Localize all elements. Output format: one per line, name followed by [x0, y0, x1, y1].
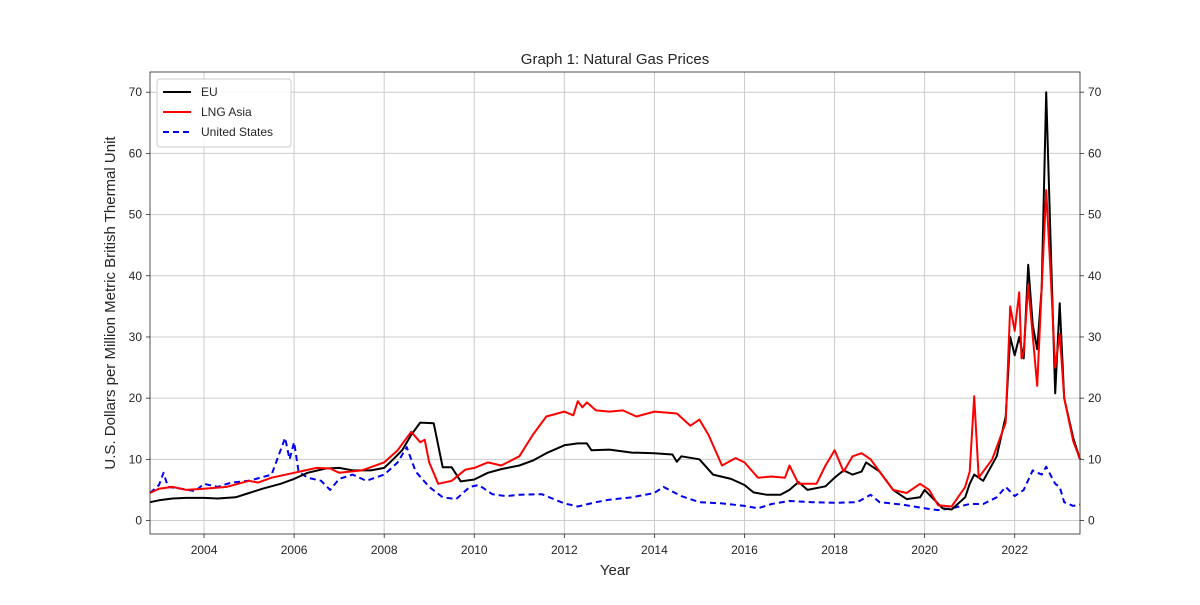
y-tick-label-left: 30 [129, 330, 143, 344]
y-tick-label-right: 10 [1088, 452, 1102, 466]
x-tick-label: 2022 [1001, 543, 1028, 557]
legend-label: LNG Asia [201, 105, 252, 119]
series-layer [149, 91, 1081, 512]
y-tick-label-right: 40 [1088, 269, 1102, 283]
y-tick-label-left: 40 [129, 269, 143, 283]
grid-layer [150, 72, 1080, 534]
series-line-lng-asia [149, 189, 1081, 508]
y-tick-label-left: 70 [129, 85, 143, 99]
plot-area-frame [149, 71, 1081, 535]
y-tick-label-right: 60 [1088, 146, 1102, 160]
y-tick-label-right: 20 [1088, 391, 1102, 405]
y-tick-label-left: 50 [129, 208, 143, 222]
y-tick-label-right: 50 [1088, 208, 1102, 222]
legend-items: EU LNG Asia United States [163, 85, 273, 139]
legend-label: EU [201, 85, 218, 99]
y-tick-label-left: 10 [129, 452, 143, 466]
series-line-united-states [149, 436, 1081, 512]
x-tick-label: 2020 [911, 543, 938, 557]
tick-layer: 2004 2006 2008 2010 2012 2014 2016 2018 2020 2022… [129, 85, 1102, 557]
y-tick-label-right: 0 [1088, 514, 1095, 528]
chart-title: Graph 1: Natural Gas Prices [521, 51, 709, 68]
y-tick-label-left: 20 [129, 391, 143, 405]
x-tick-label: 2014 [641, 543, 668, 557]
y-tick-label-left: 60 [129, 146, 143, 160]
x-tick-label: 2010 [461, 543, 488, 557]
x-tick-label: 2006 [281, 543, 308, 557]
series-line-eu [149, 91, 1081, 511]
y-axis-label: U.S. Dollars per Million Metric British … [102, 136, 119, 470]
x-tick-label: 2012 [551, 543, 578, 557]
legend-box [156, 78, 292, 148]
y-tick-label-right: 30 [1088, 330, 1102, 344]
legend-label: United States [201, 125, 273, 139]
x-tick-label: 2016 [731, 543, 758, 557]
x-tick-label: 2004 [191, 543, 218, 557]
legend: EU LNG Asia United States [156, 78, 292, 148]
y-tick-label-left: 0 [135, 514, 142, 528]
y-tick-label-right: 70 [1088, 85, 1102, 99]
x-tick-label: 2008 [371, 543, 398, 557]
x-tick-label: 2018 [821, 543, 848, 557]
x-axis-label: Year [600, 562, 630, 579]
